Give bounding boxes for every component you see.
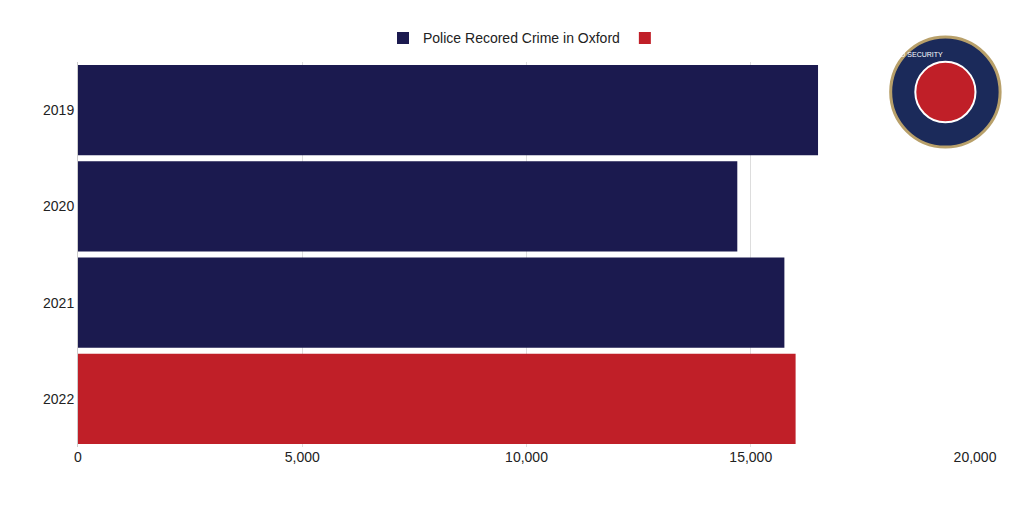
svg-text:Police Recored Crime in Oxford: Police Recored Crime in Oxford <box>423 30 620 46</box>
svg-text:2019: 2019 <box>43 102 74 118</box>
svg-text:0: 0 <box>74 449 82 465</box>
svg-text:2021: 2021 <box>43 295 74 311</box>
svg-text:2022: 2022 <box>43 391 74 407</box>
svg-text:5,000: 5,000 <box>285 449 320 465</box>
svg-text:10,000: 10,000 <box>505 449 548 465</box>
svg-text:OXGUARD SECURITY: OXGUARD SECURITY <box>870 51 943 58</box>
svg-text:20,000: 20,000 <box>954 449 997 465</box>
svg-text:15,000: 15,000 <box>729 449 772 465</box>
svg-text:2020: 2020 <box>43 198 74 214</box>
